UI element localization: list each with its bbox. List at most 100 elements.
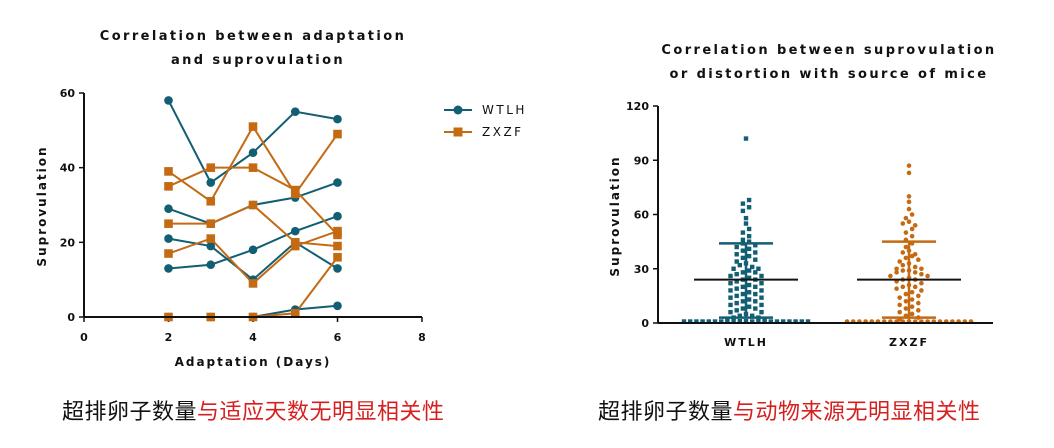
right-point-zxzf: [903, 299, 909, 304]
right-point-wtlh: [746, 304, 752, 309]
right-point-zxzf: [906, 170, 912, 176]
right-point-wtlh: [734, 308, 739, 313]
right-point-wtlh: [746, 226, 752, 232]
right-point-wtlh: [793, 319, 798, 324]
left-point-zxzf: [164, 182, 173, 191]
left-point-zxzf: [333, 241, 342, 251]
right-point-wtlh: [753, 250, 758, 255]
legend-marker-wtlh: [453, 105, 463, 115]
left-point-wtlh: [248, 148, 258, 158]
right-caption: 超排卵子数量与动物来源无明显相关性: [598, 394, 981, 426]
right-point-zxzf: [912, 264, 918, 270]
right-point-wtlh: [746, 234, 752, 239]
right-point-zxzf: [912, 284, 918, 290]
right-point-wtlh: [740, 284, 746, 290]
right-point-zxzf: [897, 295, 902, 300]
right-point-wtlh: [746, 268, 752, 273]
right-y-axis-title: Suprovulation: [608, 155, 622, 276]
right-point-zxzf: [912, 223, 918, 228]
left-x-tick-label: 0: [80, 331, 88, 344]
right-point-wtlh: [746, 197, 752, 203]
left-point-zxzf: [164, 167, 173, 176]
right-point-wtlh: [746, 253, 752, 259]
left-caption-black: 超排卵子数量: [62, 400, 198, 425]
right-point-zxzf: [925, 273, 930, 279]
right-point-wtlh: [743, 136, 749, 141]
left-y-tick-label: 20: [60, 236, 76, 249]
left-x-tick-label: 4: [249, 331, 257, 344]
right-point-wtlh: [734, 300, 739, 306]
right-point-zxzf: [909, 297, 915, 302]
right-point-zxzf: [900, 250, 906, 255]
right-point-wtlh: [746, 205, 752, 210]
right-point-wtlh: [753, 284, 758, 290]
right-point-wtlh: [706, 319, 711, 324]
right-point-wtlh: [700, 319, 705, 324]
left-x-tick-label: 6: [334, 331, 342, 344]
right-point-wtlh: [746, 246, 752, 252]
right-point-wtlh: [734, 244, 739, 250]
left-caption-red: 与适应天数无明显相关性: [197, 400, 445, 425]
right-point-zxzf: [900, 284, 906, 290]
right-point-wtlh: [740, 230, 746, 235]
left-point-wtlh: [333, 301, 342, 311]
legend-label-wtlh: WTLH: [482, 103, 527, 117]
right-point-wtlh: [753, 306, 758, 311]
right-point-wtlh: [694, 319, 699, 324]
right-y-tick-label: 120: [626, 100, 649, 113]
right-point-wtlh: [753, 291, 758, 297]
right-point-zxzf: [897, 302, 902, 308]
left-point-wtlh: [206, 178, 216, 187]
left-point-zxzf: [248, 279, 258, 288]
right-point-wtlh: [740, 208, 746, 214]
left-point-wtlh: [164, 234, 173, 243]
right-point-wtlh: [759, 309, 764, 315]
right-point-wtlh: [759, 302, 764, 308]
right-point-wtlh: [737, 313, 742, 318]
right-point-wtlh: [756, 319, 761, 324]
right-point-zxzf: [894, 286, 899, 291]
right-point-wtlh: [743, 221, 749, 226]
right-point-zxzf: [903, 291, 909, 297]
right-point-wtlh: [753, 299, 758, 304]
right-point-wtlh: [759, 281, 764, 286]
right-point-zxzf: [897, 259, 902, 264]
left-point-wtlh: [206, 241, 216, 251]
right-chart-title-line-2: or distortion with source of mice: [670, 67, 989, 82]
right-point-zxzf: [903, 255, 909, 261]
left-point-wtlh: [290, 226, 300, 236]
right-point-wtlh: [734, 259, 739, 264]
right-chart-title-line-1: Correlation between suprovulation: [661, 43, 996, 58]
left-point-zxzf: [248, 163, 258, 172]
right-point-wtlh: [740, 270, 746, 275]
right-point-wtlh: [728, 281, 733, 286]
left-y-axis-title: Suprovulation: [35, 145, 49, 266]
left-point-zxzf: [164, 219, 173, 228]
right-point-wtlh: [759, 295, 764, 300]
left-point-wtlh: [333, 264, 342, 273]
right-y-tick-label: 90: [634, 154, 650, 167]
right-point-wtlh: [728, 273, 733, 279]
left-caption: 超排卵子数量与适应天数无明显相关性: [62, 394, 445, 426]
right-point-wtlh: [734, 279, 739, 284]
right-point-wtlh: [774, 319, 780, 324]
right-point-wtlh: [737, 318, 742, 324]
right-point-wtlh: [799, 319, 804, 324]
right-chart-panel: Correlation between suprovulation or dis…: [527, 0, 1054, 448]
right-point-wtlh: [756, 266, 761, 271]
right-point-wtlh: [731, 266, 736, 271]
right-point-wtlh: [805, 319, 811, 324]
left-point-zxzf: [206, 196, 216, 206]
right-point-zxzf: [894, 266, 899, 272]
right-point-wtlh: [762, 317, 767, 322]
left-point-zxzf: [333, 129, 342, 139]
right-point-wtlh: [734, 293, 739, 299]
right-point-wtlh: [740, 201, 746, 206]
right-point-wtlh: [750, 313, 755, 318]
legend-label-zxzf: ZXZF: [482, 125, 524, 139]
left-point-wtlh: [333, 114, 342, 124]
right-point-zxzf: [919, 280, 924, 286]
left-point-wtlh: [290, 107, 300, 116]
legend-marker-zxzf: [453, 127, 463, 137]
left-point-zxzf: [248, 122, 258, 131]
